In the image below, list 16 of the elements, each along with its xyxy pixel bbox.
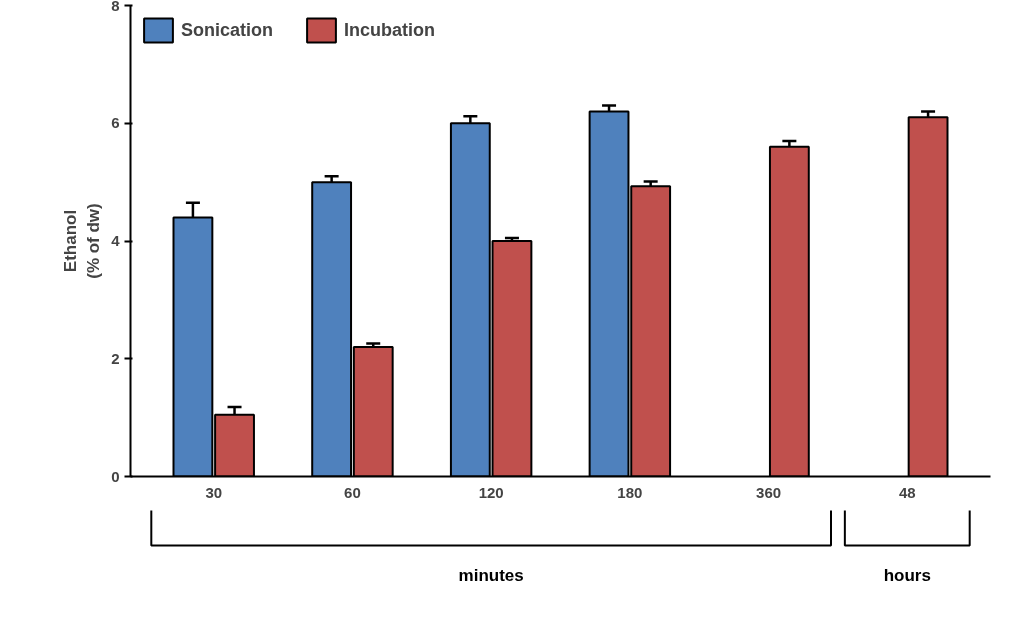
x-tick-label: 48: [898, 483, 916, 501]
y-tick-label: 8: [111, 0, 120, 14]
x-tick-label: 60: [344, 483, 361, 501]
x-tick-label: 30: [205, 483, 223, 501]
legend-label: Incubation: [344, 19, 436, 41]
y-tick-label: 2: [111, 349, 120, 367]
x-tick-label: 360: [756, 483, 782, 501]
x-tick-label: 120: [478, 483, 504, 501]
legend-label: Sonication: [181, 19, 274, 41]
y-tick-label: 4: [111, 232, 121, 249]
text: hours: [883, 566, 931, 585]
y-tick-label: 0: [111, 467, 120, 485]
y-tick-label: 6: [111, 114, 120, 132]
x-tick-label: 180: [617, 483, 643, 501]
y-axis-title: Ethanol (% of dw): [61, 203, 104, 279]
text: minutes: [458, 566, 524, 585]
